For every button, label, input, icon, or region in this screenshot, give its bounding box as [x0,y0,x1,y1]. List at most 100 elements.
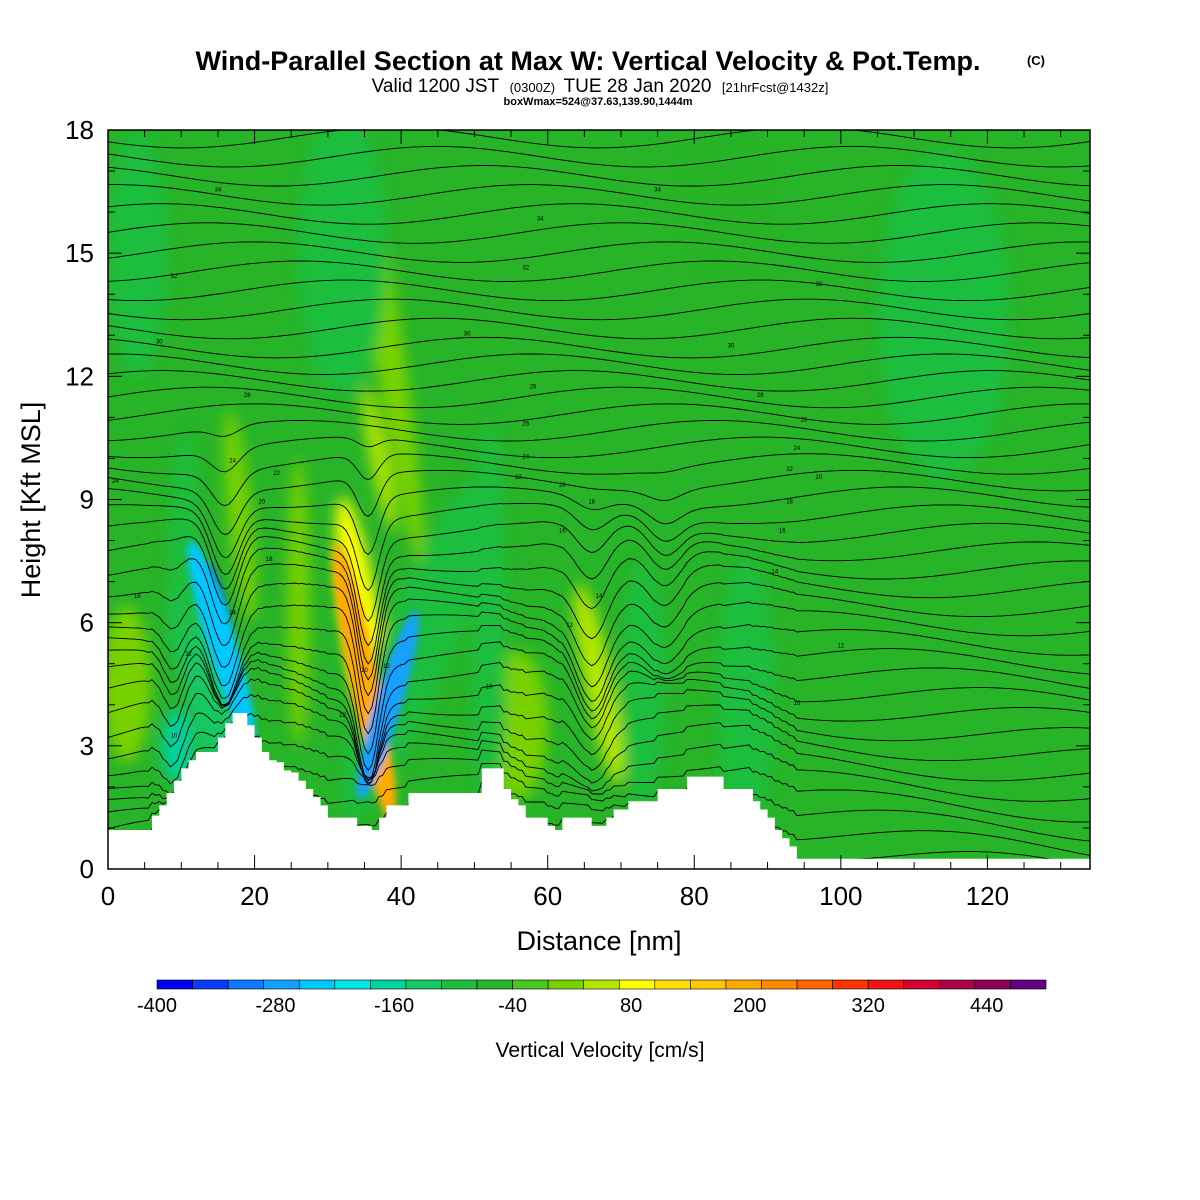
w-feature-14 [287,458,310,746]
isentrope-24 [108,436,1090,473]
contour-label: 16 [134,594,141,600]
w-feature-23 [686,130,761,274]
contour-label: 12 [566,623,573,629]
colorbar-swatch [690,979,727,990]
isentrope-11 [108,641,1090,772]
isentrope-37 [108,203,1090,225]
colorbar-swatch [974,979,1011,990]
isentrope-20 [108,502,1090,592]
contour-label: 34 [537,216,544,222]
contour-labels: 34 34 34 32 32 32 30 30 30 28 28 28 26 26 24 24 24 24 22 22… [112,188,845,740]
isentrope-31 [108,317,1090,340]
contour-label: 26 [522,422,529,428]
isentrope-6 [108,712,1090,785]
colorbar-swatch [370,979,407,990]
w-feature-21 [108,130,167,377]
colorbar-swatch [227,979,264,990]
colorbar-swatch [192,979,229,990]
contour-label: 18 [786,500,793,506]
x-tick-label: 0 [101,881,115,911]
isentrope-36 [108,222,1090,244]
y-tick-label: 12 [65,361,94,391]
colorbar-label: 320 [852,995,885,1017]
w-feature-16 [574,583,624,785]
colorbar-swatch [263,979,300,990]
x-tick-label: 100 [819,881,862,911]
isentrope-12 [108,624,1090,755]
isentrope-39 [108,165,1090,187]
contour-label: 32 [816,282,823,288]
contour-label: 12 [837,643,844,649]
contour-label: 24 [229,459,236,465]
colorbar-title: Vertical Velocity [cm/s] [496,1039,705,1062]
valid-utc: (0300Z) [510,80,556,95]
isentrope-19 [108,518,1090,623]
isentrope-38 [108,184,1090,206]
y-tick-label: 3 [80,731,94,761]
isentrope-5 [108,728,1090,802]
contour-label: 10 [171,734,178,740]
y-axis: 0 3 6 9 12 15 18 [65,115,1090,884]
x-tick-label: 40 [387,881,416,911]
isentrope-32 [108,298,1090,321]
colorbar-swatch [761,979,798,990]
contour-label: 28 [244,393,251,399]
colorbar-label: -40 [498,995,527,1017]
isentrope-22 [108,469,1090,536]
valid-prefix: Valid 1200 JST [372,76,500,97]
isentrope-25 [108,420,1090,442]
colorbar-swatch [796,979,833,990]
contour-label: 14 [772,569,779,575]
valid-date: TUE 28 Jan 2020 [564,76,712,97]
colorbar-swatch [298,979,336,990]
w-feature-12 [108,606,151,763]
contour-label: 22 [515,475,522,481]
y-axis-label: Height [Kft MSL] [16,402,46,599]
colorbar-swatch [512,979,549,990]
contour-label: 30 [156,339,163,345]
colorbar-swatch [583,979,620,990]
colorbar-swatch [618,979,656,990]
contour-label: 34 [654,188,661,194]
contour-label: 18 [588,500,595,506]
contour-label: 24 [112,479,119,485]
colorbar-swatch [867,979,905,990]
contour-label: 24 [794,446,801,452]
colorbar-label: 80 [620,995,642,1017]
contour-label: 10 [794,701,801,707]
isentrope-29 [108,353,1090,375]
w-feature-11 [362,385,397,531]
x-tick-label: 20 [240,881,269,911]
chart-header: Wind-Parallel Section at Max W: Vertical… [196,46,1046,108]
colorbar-label: 440 [970,995,1003,1017]
plot-area: 34 34343232323030302828282626242424242222… [16,115,1091,956]
contour-label: 18 [266,557,273,563]
contour-label: 16 [559,528,566,534]
w-feature-24 [170,433,200,648]
contour-label: 16 [779,528,786,534]
isentrope-8 [108,678,1090,784]
isentrope-16 [108,563,1090,681]
x-axis: 0 20 40 60 80 100 120 [101,130,1062,911]
colorbar-swatches [156,979,1047,990]
contour-label: 10 [361,668,368,674]
w-feature-18 [620,561,665,808]
contour-label: 14 [596,594,603,600]
colorbar-swatch [334,979,371,990]
contour-label: 12 [383,664,390,670]
colorbar-swatch [547,979,585,990]
w-feature-3 [161,708,194,783]
isentrope-33 [108,279,1090,302]
colorbar-swatch [441,979,478,990]
box-info: boxWmax=524@37.63,139.90,1444m [504,96,693,108]
x-tick-label: 60 [533,881,562,911]
x-axis-label: Distance [nm] [516,926,681,956]
isentrope-15 [108,582,1090,697]
chart-title: Wind-Parallel Section at Max W: Vertical… [196,46,981,76]
contour-label: 34 [215,188,222,194]
contour-label: 32 [171,274,178,280]
contour-label: 20 [559,483,566,489]
x-tick-label: 120 [966,881,1009,911]
colorbar-swatch [725,979,762,990]
